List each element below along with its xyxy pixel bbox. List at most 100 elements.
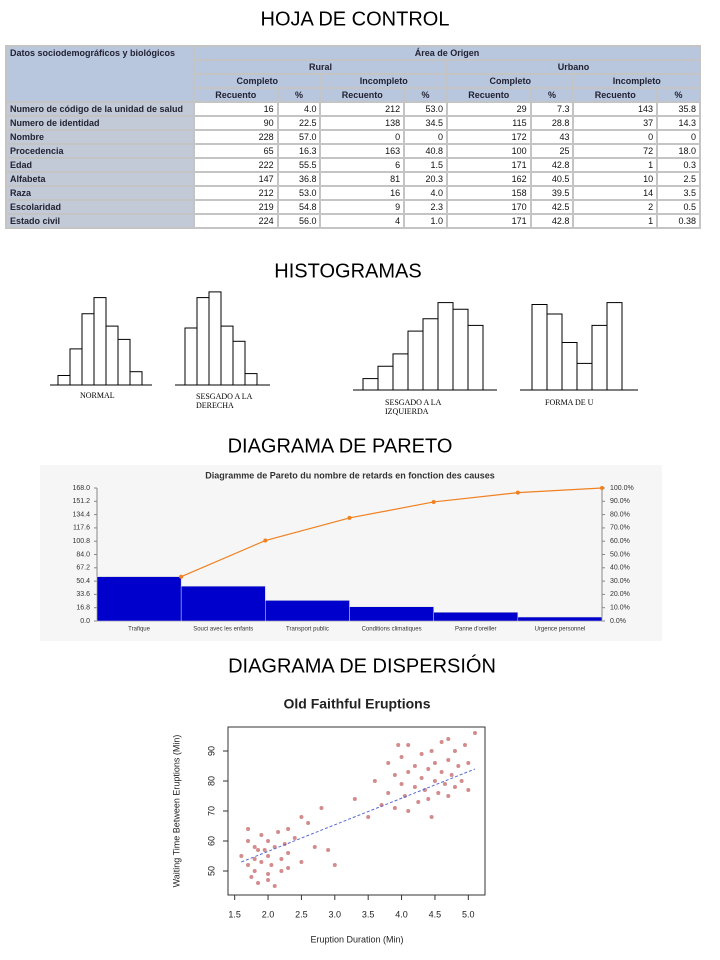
cell: 43 (531, 131, 573, 143)
point (439, 770, 444, 774)
table-row: Completo Incompleto Completo Incompleto (7, 75, 699, 87)
point (246, 839, 251, 843)
cell: 37 (574, 117, 657, 129)
table-row: Numero de identidad 90 22.5 138 34.5 115 28.8 3… (7, 117, 699, 129)
bar (517, 616, 603, 622)
row-label: Raza (7, 187, 193, 199)
point (399, 782, 404, 786)
point (332, 863, 337, 867)
cell: 55.5 (278, 159, 320, 171)
point (412, 764, 417, 768)
point (286, 866, 291, 870)
row-label: Edad (7, 159, 193, 171)
point (266, 878, 271, 882)
cell: 10 (574, 173, 657, 185)
cell: 170 (447, 201, 530, 213)
row-label: Alfabeta (7, 173, 193, 185)
x-tick-label: Panne d'oreiller (455, 627, 497, 633)
cell: 28.8 (531, 117, 573, 129)
cell: 56.0 (278, 215, 320, 227)
point (452, 785, 457, 789)
cell: 14 (574, 187, 657, 199)
cell: 0.38 (658, 215, 699, 227)
subgroup-header: Incompleto (321, 75, 446, 87)
subgroup-header: Completo (447, 75, 573, 87)
row-label: Numero de código de la unidad de salud (7, 103, 193, 115)
cell: 4 (321, 215, 404, 227)
row-label: Procedencia (7, 145, 193, 157)
cell: 172 (447, 131, 530, 143)
bar (576, 362, 593, 391)
point (452, 749, 457, 753)
point (406, 809, 411, 813)
x-tick-label: 2.5 (295, 909, 308, 919)
cell: 147 (195, 173, 277, 185)
cell: 7.3 (531, 103, 573, 115)
point (446, 758, 451, 762)
cell: 163 (321, 145, 404, 157)
point (292, 836, 297, 840)
cell: 4.0 (405, 187, 446, 199)
cell: 0 (658, 131, 699, 143)
x-tick-label: 4.5 (429, 909, 442, 919)
point (462, 743, 467, 747)
measure-header: % (405, 89, 446, 101)
y2-tick-label: 90.0% (610, 498, 630, 505)
cell: 14.3 (658, 117, 699, 129)
point (279, 857, 284, 861)
x-tick-label: Conditions climatiques (362, 627, 422, 633)
cell: 81 (321, 173, 404, 185)
bar (57, 375, 71, 386)
point (266, 854, 271, 858)
point (396, 743, 401, 747)
row-label: Numero de identidad (7, 117, 193, 129)
chart-title: Old Faithful Eruptions (284, 696, 431, 712)
bar (129, 371, 143, 386)
bar (184, 327, 198, 386)
table-row: Estado civil 224 56.0 4 1.0 171 42.8 1 0.38 (7, 215, 699, 227)
y2-tick-label: 70.0% (610, 525, 630, 532)
bar (407, 330, 424, 391)
point (286, 827, 291, 831)
cumulative-point (347, 515, 352, 520)
y-tick-label: 33.6 (76, 591, 90, 598)
point (392, 806, 397, 810)
point (419, 776, 424, 780)
y-tick-label: 117.6 (73, 525, 90, 532)
point (406, 743, 411, 747)
point (439, 740, 444, 744)
bar (180, 585, 266, 622)
bar (362, 378, 379, 391)
cell: 228 (195, 131, 277, 143)
section-title: DIAGRAMA DE PARETO (228, 435, 453, 457)
measure-header: Recuento (574, 89, 657, 101)
bar (546, 313, 563, 391)
cumulative-point (515, 490, 520, 495)
cell: 34.5 (405, 117, 446, 129)
cell: 36.8 (278, 173, 320, 185)
table-row: Rural Urbano (7, 61, 699, 73)
cell: 1.5 (405, 159, 446, 171)
cumulative-point (431, 499, 436, 504)
cell: 138 (321, 117, 404, 129)
y-tick-label: 84.0 (76, 551, 90, 558)
measure-header: Recuento (321, 89, 404, 101)
point (399, 755, 404, 759)
subgroup-header: Completo (195, 75, 320, 87)
y-tick-label: 151.2 (72, 498, 90, 505)
cell: 222 (195, 159, 277, 171)
point (286, 851, 291, 855)
point (239, 854, 244, 858)
bar (467, 324, 484, 391)
y2-tick-label: 10.0% (610, 605, 630, 612)
point (386, 761, 391, 765)
measure-header: Recuento (447, 89, 530, 101)
row-label: Nombre (7, 131, 193, 143)
point (426, 797, 431, 801)
cell: 143 (574, 103, 657, 115)
point (279, 869, 284, 873)
point (326, 848, 331, 852)
histogram-label: NORMAL (80, 391, 115, 400)
point (416, 800, 421, 804)
bar (452, 308, 469, 391)
